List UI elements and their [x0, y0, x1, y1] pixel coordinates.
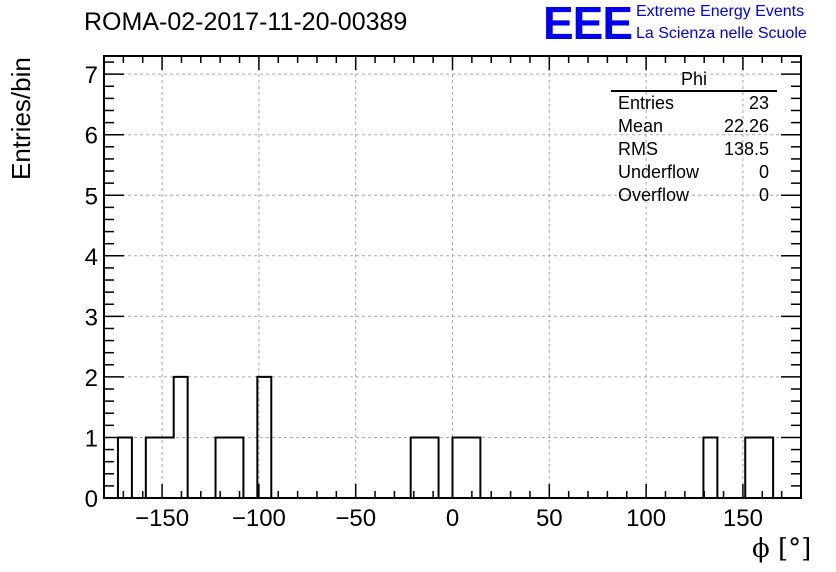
stats-label: RMS [618, 139, 658, 159]
tick-labels: −150 −100 −50 0 50 100 150 0 1 2 3 4 5 6 7 [85, 62, 763, 532]
logo-line-1: Extreme Energy Events [636, 3, 805, 20]
x-tick-label: −150 [135, 505, 189, 532]
histogram-bin [229, 437, 243, 498]
stats-value: 138.5 [723, 139, 769, 159]
stats-label: Entries [618, 93, 675, 113]
stats-row-overflow: Overflow 0 [611, 184, 777, 207]
y-tick-label: 1 [85, 425, 98, 452]
y-tick-label: 4 [85, 244, 98, 271]
histogram-bin [453, 437, 467, 498]
axes [103, 55, 802, 499]
stats-label: Underflow [618, 162, 700, 182]
x-tick-label: 150 [723, 505, 763, 532]
histogram-bin [146, 437, 160, 498]
x-tick-label: −100 [232, 505, 286, 532]
y-tick-label: 7 [85, 62, 98, 89]
stats-value: 0 [758, 162, 769, 182]
stats-title: Phi [611, 68, 777, 92]
y-axis-label: Entries/bin [6, 57, 36, 180]
stats-value: 0 [758, 185, 769, 205]
y-tick-label: 0 [85, 486, 98, 513]
eee-logo: EEE [543, 0, 633, 49]
x-tick-label: 100 [626, 505, 666, 532]
y-tick-label: 2 [85, 365, 98, 392]
x-tick-label: 0 [446, 505, 459, 532]
stats-value: 23 [748, 93, 769, 113]
stats-label: Mean [618, 116, 664, 136]
run-title: ROMA-02-2017-11-20-00389 [84, 8, 408, 36]
y-tick-label: 5 [85, 183, 98, 210]
histogram-bin [257, 377, 271, 498]
y-tick-label: 3 [85, 304, 98, 331]
histogram-bin [759, 437, 773, 498]
stats-box: Phi Entries 23 Mean 22.26 RMS 138.5 Unde… [611, 68, 777, 207]
stats-row-mean: Mean 22.26 [611, 115, 777, 138]
stats-value: 22.26 [723, 116, 769, 136]
stats-row-entries: Entries 23 [611, 92, 777, 115]
histogram-bin [425, 437, 439, 498]
histogram-bin [703, 437, 717, 498]
histogram-bin [411, 437, 425, 498]
histogram-bin [118, 437, 132, 498]
y-tick-label: 6 [85, 123, 98, 150]
histogram-bin [745, 437, 759, 498]
x-axis-label: ϕ [°] [752, 534, 812, 564]
histogram-bin [174, 377, 188, 498]
histogram-bin [466, 437, 480, 498]
stats-label: Overflow [618, 185, 690, 205]
histogram-bin [216, 437, 230, 498]
stats-row-underflow: Underflow 0 [611, 161, 777, 184]
stats-row-rms: RMS 138.5 [611, 138, 777, 161]
x-tick-label: 50 [536, 505, 563, 532]
logo-line-2: La Scienza nelle Scuole [636, 25, 807, 42]
x-tick-label: −50 [335, 505, 376, 532]
